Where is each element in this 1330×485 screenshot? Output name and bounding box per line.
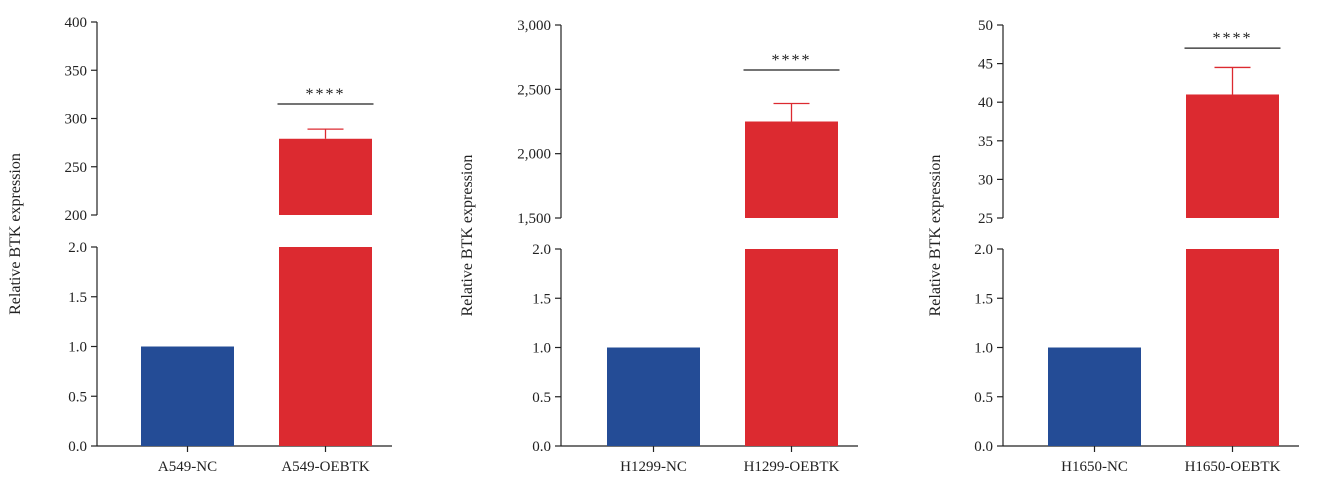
y-tick-label-lower: 0.0 <box>532 439 551 455</box>
y-tick-label-lower: 1.5 <box>68 290 87 306</box>
y-tick-label-lower: 2.0 <box>974 242 993 258</box>
bar-H1299-NC <box>607 347 700 446</box>
y-tick-label-upper: 300 <box>65 112 88 128</box>
bar-lower-H1299-OEBTK <box>745 249 838 446</box>
y-tick-label-lower: 0.5 <box>68 389 87 405</box>
y-axis-label: Relative BTK expression <box>7 153 24 315</box>
y-tick-label-lower: 1.0 <box>974 341 993 357</box>
y-tick-label-lower: 1.5 <box>974 291 993 307</box>
x-tick-label-A549-OEBTK: A549-OEBTK <box>281 459 369 475</box>
y-tick-label-lower: 2.0 <box>532 242 551 258</box>
y-tick-label-lower: 0.5 <box>974 390 993 406</box>
y-axis-label: Relative BTK expression <box>459 155 476 317</box>
y-tick-label-lower: 2.0 <box>68 240 87 256</box>
chart-panel-3: 0.0 0.5 1.0 1.5 2.0 25 30 35 40 45 50 Relative BTK … <box>927 18 1299 475</box>
bar-upper-H1299-OEBTK <box>745 121 838 218</box>
chart-panel-1: 0.0 0.5 1.0 1.5 2.0 200 250 300 350 400 Relative B… <box>7 15 392 475</box>
y-tick-label-lower: 1.0 <box>68 340 87 356</box>
significance-label: **** <box>772 52 812 69</box>
y-tick-label-upper: 200 <box>65 208 88 224</box>
y-tick-label-upper: 25 <box>978 211 993 227</box>
y-tick-label-upper: 3,000 <box>517 18 551 34</box>
y-tick-label-upper: 2,000 <box>517 147 551 163</box>
y-tick-label-lower: 1.5 <box>532 291 551 307</box>
significance-label: **** <box>1213 30 1253 47</box>
x-tick-label-H1650-NC: H1650-NC <box>1061 459 1128 475</box>
y-tick-label-upper: 350 <box>65 63 88 79</box>
y-tick-label-upper: 2,500 <box>517 82 551 98</box>
x-tick-label-H1650-OEBTK: H1650-OEBTK <box>1185 459 1281 475</box>
bar-A549-NC <box>141 346 234 446</box>
significance-label: **** <box>306 86 346 103</box>
bar-H1650-NC <box>1048 347 1141 446</box>
x-tick-label-H1299-NC: H1299-NC <box>620 459 687 475</box>
y-tick-label-lower: 1.0 <box>532 341 551 357</box>
y-tick-label-upper: 35 <box>978 134 993 150</box>
bar-lower-A549-OEBTK <box>279 247 372 446</box>
bar-upper-A549-OEBTK <box>279 138 372 215</box>
y-axis-label: Relative BTK expression <box>927 155 944 317</box>
bar-upper-H1650-OEBTK <box>1186 94 1279 218</box>
chart-panel-2: 0.0 0.5 1.0 1.5 2.0 1,500 2,000 2,500 3,000 Relat… <box>459 18 858 475</box>
y-tick-label-upper: 30 <box>978 172 993 188</box>
y-tick-label-upper: 400 <box>65 15 88 31</box>
x-tick-label-A549-NC: A549-NC <box>158 459 217 475</box>
y-tick-label-upper: 50 <box>978 18 993 34</box>
y-tick-label-lower: 0.5 <box>532 390 551 406</box>
y-tick-label-lower: 0.0 <box>68 439 87 455</box>
y-tick-label-upper: 45 <box>978 57 993 73</box>
y-tick-label-upper: 250 <box>65 160 88 176</box>
x-tick-label-H1299-OEBTK: H1299-OEBTK <box>744 459 840 475</box>
bar-lower-H1650-OEBTK <box>1186 249 1279 446</box>
y-tick-label-lower: 0.0 <box>974 439 993 455</box>
y-tick-label-upper: 40 <box>978 95 993 111</box>
y-tick-label-upper: 1,500 <box>517 211 551 227</box>
